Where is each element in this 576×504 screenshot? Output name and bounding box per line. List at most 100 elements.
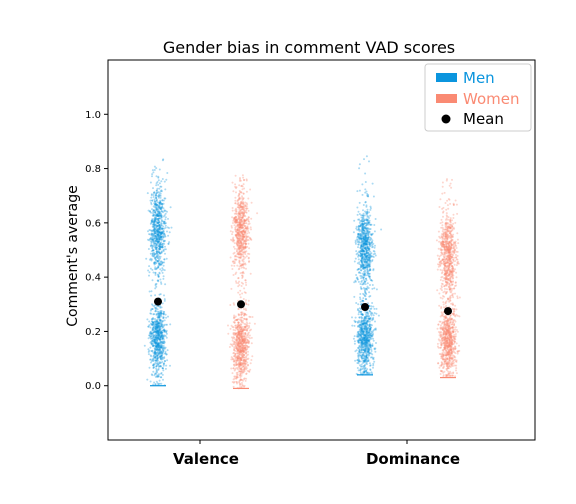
scatter-point xyxy=(244,211,246,213)
scatter-point xyxy=(452,348,454,350)
scatter-point xyxy=(362,214,364,216)
scatter-point xyxy=(234,183,236,185)
scatter-point xyxy=(362,209,364,211)
scatter-point xyxy=(246,349,248,351)
scatter-point xyxy=(152,371,154,373)
scatter-point xyxy=(159,231,161,233)
scatter-point xyxy=(154,227,156,229)
scatter-points xyxy=(144,155,461,389)
scatter-point xyxy=(239,263,241,265)
scatter-point xyxy=(361,259,363,261)
scatter-point xyxy=(367,234,369,236)
scatter-point xyxy=(242,342,244,344)
scatter-point xyxy=(150,202,152,204)
scatter-point xyxy=(166,333,168,335)
scatter-point xyxy=(234,256,236,258)
scatter-point xyxy=(362,332,364,334)
scatter-point xyxy=(234,202,236,204)
scatter-point xyxy=(152,218,154,220)
scatter-point xyxy=(368,341,370,343)
scatter-point xyxy=(380,229,382,231)
scatter-point xyxy=(233,274,235,276)
scatter-point xyxy=(369,319,371,321)
scatter-point xyxy=(165,213,167,215)
scatter-point xyxy=(371,256,373,258)
scatter-point xyxy=(149,229,151,231)
scatter-point xyxy=(162,317,164,319)
scatter-point xyxy=(149,271,151,273)
scatter-point xyxy=(368,291,370,293)
scatter-point xyxy=(248,342,250,344)
scatter-point xyxy=(154,169,156,171)
scatter-point xyxy=(354,321,356,323)
scatter-point xyxy=(354,340,356,342)
scatter-point xyxy=(149,332,151,334)
scatter-point xyxy=(361,318,363,320)
scatter-point xyxy=(163,258,165,260)
scatter-point xyxy=(153,355,155,357)
scatter-point xyxy=(151,220,153,222)
scatter-point xyxy=(375,313,377,315)
scatter-point xyxy=(153,214,155,216)
scatter-point xyxy=(248,216,250,218)
scatter-point xyxy=(244,339,246,341)
scatter-point xyxy=(243,337,245,339)
scatter-point xyxy=(157,184,159,186)
scatter-point xyxy=(238,326,240,328)
scatter-point xyxy=(364,201,366,203)
scatter-point xyxy=(366,155,368,157)
scatter-point xyxy=(237,214,239,216)
scatter-point xyxy=(152,169,154,171)
scatter-point xyxy=(243,362,245,364)
scatter-point xyxy=(442,182,444,184)
scatter-point xyxy=(151,290,153,292)
scatter-point xyxy=(162,178,164,180)
scatter-point xyxy=(246,202,248,204)
scatter-point xyxy=(248,247,250,249)
scatter-point xyxy=(155,268,157,270)
scatter-point xyxy=(364,361,366,363)
scatter-point xyxy=(250,218,252,220)
scatter-point xyxy=(159,201,161,203)
scatter-point xyxy=(441,235,443,237)
scatter-point xyxy=(160,376,162,378)
scatter-point xyxy=(155,256,157,258)
scatter-point xyxy=(148,248,150,250)
scatter-point xyxy=(364,211,366,213)
scatter-point xyxy=(155,167,157,169)
scatter-point xyxy=(366,362,368,364)
scatter-point xyxy=(355,240,357,242)
scatter-point xyxy=(247,351,249,353)
scatter-point xyxy=(150,313,152,315)
scatter-point xyxy=(157,225,159,227)
scatter-point xyxy=(240,264,242,266)
scatter-point xyxy=(437,255,439,257)
scatter-point xyxy=(237,277,239,279)
scatter-point xyxy=(437,324,439,326)
scatter-point xyxy=(155,343,157,345)
scatter-point xyxy=(156,175,158,177)
scatter-point xyxy=(238,184,240,186)
scatter-point xyxy=(363,158,365,160)
scatter-point xyxy=(158,335,160,337)
scatter-point xyxy=(159,238,161,240)
scatter-point xyxy=(246,236,248,238)
scatter-point xyxy=(158,188,160,190)
scatter-point xyxy=(360,250,362,252)
scatter-point xyxy=(165,365,167,367)
scatter-point xyxy=(239,359,241,361)
scatter-point xyxy=(235,191,237,193)
scatter-point xyxy=(356,362,358,364)
scatter-point xyxy=(356,207,358,209)
scatter-point xyxy=(153,382,155,384)
scatter-point xyxy=(362,341,364,343)
scatter-point xyxy=(149,334,151,336)
scatter-point xyxy=(245,268,247,270)
scatter-point xyxy=(239,228,241,230)
scatter-point xyxy=(369,368,371,370)
scatter-point xyxy=(237,199,239,201)
scatter-point xyxy=(452,351,454,353)
scatter-point xyxy=(237,376,239,378)
scatter-point xyxy=(362,297,364,299)
scatter-point xyxy=(242,320,244,322)
